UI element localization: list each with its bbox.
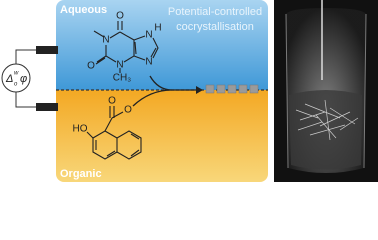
organic-label: Organic <box>60 168 102 180</box>
atom: O <box>116 11 124 22</box>
figure: Aqueous Organic Potential-controlled coc… <box>1 0 378 182</box>
potential-sup: w <box>14 71 19 77</box>
atom: O <box>108 96 116 107</box>
atom: N <box>102 35 109 46</box>
process-arrow <box>132 75 259 107</box>
caption-line: cocrystallisation <box>176 21 254 33</box>
photo <box>274 0 378 182</box>
potential-delta: Δ <box>5 73 13 85</box>
molecule-bottom-bonds <box>86 106 142 160</box>
atom: H <box>154 23 161 34</box>
interface-panel <box>56 0 268 182</box>
atom: N <box>116 60 123 71</box>
atom: HO <box>73 124 88 135</box>
circuit <box>1 46 58 111</box>
atom: O <box>87 61 95 72</box>
potential-sub: o <box>14 82 18 88</box>
caption-line: Potential-controlled <box>168 6 262 18</box>
atom: CH₃ <box>113 73 132 84</box>
atom: N <box>145 57 152 68</box>
potential-phi: φ <box>20 73 27 85</box>
atom: O <box>124 105 132 116</box>
atom: N <box>145 30 152 41</box>
aqueous-label: Aqueous <box>60 4 107 16</box>
molecule-top-bonds <box>93 21 159 73</box>
